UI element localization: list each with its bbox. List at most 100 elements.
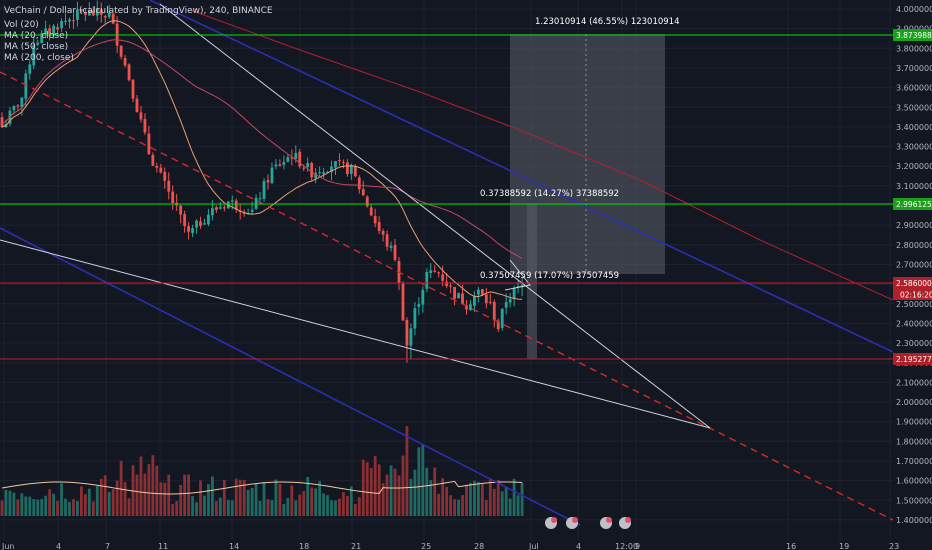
volume-bar bbox=[28, 496, 32, 516]
price-level-tag-label: 2.19527705 bbox=[896, 355, 932, 364]
volume-bar bbox=[381, 483, 385, 516]
volume-bar bbox=[480, 483, 484, 516]
volume-bar bbox=[103, 475, 107, 516]
volume-bar bbox=[270, 499, 274, 516]
volume-bar bbox=[230, 500, 234, 516]
volume-bar bbox=[437, 493, 441, 516]
event-badge-icon bbox=[606, 517, 612, 523]
volume-bar bbox=[258, 501, 262, 516]
volume-bars bbox=[0, 426, 524, 516]
volume-bar bbox=[349, 486, 353, 516]
volume-bar bbox=[417, 447, 421, 516]
volume-bar bbox=[421, 444, 425, 516]
volume-bar bbox=[115, 480, 119, 516]
measure-annotation: 0.37507459 (17.07%) 37507459 bbox=[480, 271, 619, 281]
candle-body bbox=[349, 164, 353, 174]
volume-bar bbox=[218, 497, 222, 516]
price-tick-label: 1.70000000 bbox=[896, 457, 932, 466]
volume-bar bbox=[135, 474, 139, 516]
price-tick-label: 2.10000000 bbox=[896, 378, 932, 387]
candle-body bbox=[381, 230, 385, 235]
candle-body bbox=[131, 79, 135, 99]
volume-bar bbox=[413, 469, 417, 516]
candle-body bbox=[191, 228, 194, 233]
volume-bar bbox=[274, 479, 278, 516]
volume-bar bbox=[254, 483, 258, 516]
candle-body bbox=[266, 179, 270, 183]
volume-bar bbox=[211, 476, 214, 516]
candle-body bbox=[278, 164, 282, 166]
candle-body bbox=[433, 270, 437, 272]
candle-body bbox=[183, 214, 187, 227]
volume-bar bbox=[453, 499, 456, 516]
time-axis-bg bbox=[0, 540, 932, 550]
time-tick-label: 7 bbox=[105, 542, 110, 550]
candle-body bbox=[302, 167, 306, 169]
candle-body bbox=[357, 177, 361, 190]
volume-bar bbox=[334, 500, 337, 516]
candle-body bbox=[429, 270, 433, 273]
volume-bar bbox=[76, 501, 79, 516]
candle-body bbox=[32, 44, 36, 66]
candle-body bbox=[203, 223, 206, 225]
candle-body bbox=[103, 16, 107, 18]
price-tick-label: 2.70000000 bbox=[896, 260, 932, 269]
volume-bar bbox=[461, 495, 464, 516]
price-tick-label: 2.80000000 bbox=[896, 241, 932, 250]
candle-body bbox=[28, 64, 32, 74]
volume-bar bbox=[80, 486, 83, 516]
candle-body bbox=[12, 105, 16, 111]
candle-body bbox=[214, 207, 218, 210]
candle-body bbox=[119, 45, 123, 57]
volume-bar bbox=[175, 501, 179, 516]
volume-bar bbox=[405, 426, 409, 516]
price-tick-label: 2.00000000 bbox=[896, 398, 932, 407]
volume-bar bbox=[477, 481, 480, 516]
volume-bar bbox=[512, 478, 516, 516]
candle-body bbox=[516, 286, 520, 288]
price-tick-label: 3.50000000 bbox=[896, 103, 932, 112]
volume-bar bbox=[222, 480, 226, 516]
volume-bar bbox=[24, 496, 28, 516]
candle-body bbox=[326, 171, 329, 173]
candle-body bbox=[465, 305, 468, 310]
volume-bar bbox=[425, 467, 429, 516]
candle-body bbox=[171, 191, 175, 203]
candle-body bbox=[270, 167, 274, 184]
measure-annotation: 1.23010914 (46.55%) 123010914 bbox=[535, 17, 680, 27]
blue-trendline-lower bbox=[0, 227, 581, 526]
time-tick-label: 21 bbox=[351, 542, 361, 550]
volume-bar bbox=[199, 480, 202, 516]
volume-bar bbox=[60, 483, 63, 516]
candle-body bbox=[298, 151, 302, 167]
volume-bar bbox=[139, 456, 143, 516]
volume-bar bbox=[32, 499, 36, 516]
candle-body bbox=[222, 207, 226, 209]
candle-body bbox=[64, 20, 67, 22]
volume-bar bbox=[99, 478, 103, 516]
candle-body bbox=[127, 64, 131, 81]
volume-bar bbox=[8, 490, 12, 516]
volume-bar bbox=[246, 489, 250, 516]
volume-bar bbox=[345, 495, 349, 516]
candle-body bbox=[195, 220, 198, 228]
candle-body bbox=[318, 172, 321, 174]
volume-bar bbox=[492, 488, 496, 516]
volume-bar bbox=[151, 455, 155, 516]
volume-bar bbox=[266, 499, 270, 516]
candle-body bbox=[234, 200, 238, 210]
candle-body bbox=[262, 181, 266, 199]
candle-body bbox=[385, 234, 389, 247]
volume-bar bbox=[342, 492, 345, 516]
price-tick-label: 2.40000000 bbox=[896, 319, 932, 328]
volume-bar bbox=[357, 497, 361, 516]
candle-body bbox=[258, 198, 262, 200]
candle-body bbox=[123, 58, 127, 66]
moving-averages bbox=[1, 9, 894, 301]
candle-body bbox=[91, 10, 95, 16]
volume-bar bbox=[445, 486, 449, 516]
time-tick-label: 4 bbox=[576, 542, 581, 550]
time-tick-label: 4 bbox=[56, 542, 61, 550]
legend-ma200: MA (200, close) bbox=[4, 53, 74, 63]
